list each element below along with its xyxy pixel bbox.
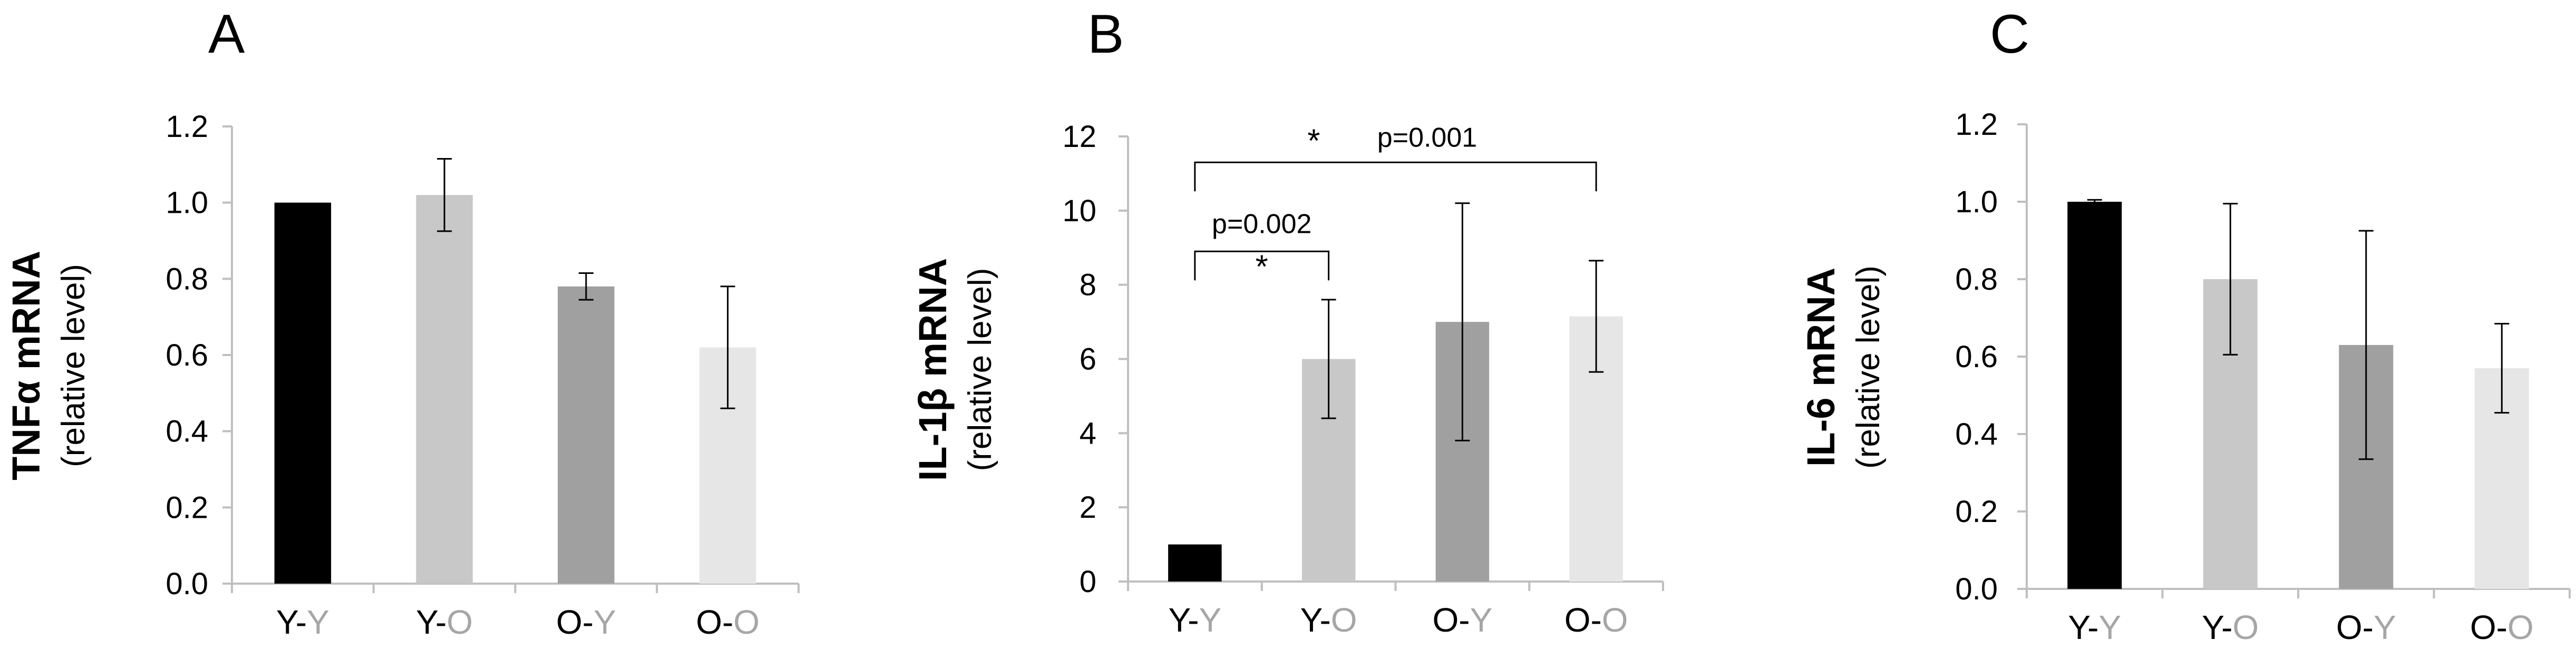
- y-tick-label: 0.6: [166, 338, 208, 372]
- y-tick-label: 0: [1080, 565, 1096, 599]
- p-value-label: p=0.002: [1212, 209, 1311, 239]
- y-tick-label: 0.2: [166, 490, 208, 525]
- y-tick-label: 0.8: [1955, 262, 1998, 297]
- panel-label: C: [1990, 4, 2029, 65]
- y-axis-subtitle: (relative level): [55, 264, 92, 467]
- x-tick-label: O-O: [696, 603, 760, 641]
- y-tick-label: 6: [1080, 342, 1096, 377]
- significance-star: *: [1256, 249, 1268, 285]
- y-tick-label: 1.2: [166, 110, 208, 144]
- chart-panel-c: C IL-6 mRNA (relative level) 0.0 0.2 0.4 0.6 0.…: [1799, 4, 2571, 646]
- y-axis-subtitle: (relative level): [962, 268, 998, 471]
- panel-label: B: [1087, 4, 1124, 65]
- y-tick-label: 10: [1062, 194, 1096, 228]
- y-tick-label: 1.0: [166, 186, 208, 220]
- y-axis-subtitle: (relative level): [1850, 265, 1887, 469]
- significance-star: *: [1307, 123, 1320, 159]
- x-tick-label: Y-Y: [1168, 601, 1221, 639]
- y-tick-label: 12: [1062, 120, 1096, 154]
- panel-label: A: [208, 4, 245, 65]
- bar: [1168, 544, 1222, 582]
- y-tick-label: 0.8: [166, 262, 208, 296]
- y-tick-label: 0.0: [166, 567, 208, 601]
- x-tick-label: O-Y: [2336, 608, 2396, 646]
- x-tick-label: Y-O: [2202, 608, 2259, 646]
- y-tick-label: 4: [1080, 416, 1096, 450]
- chart-panel-b: B IL-1β mRNA (relative level) 0 2 4 6 8 10 12 Y-Y Y…: [911, 4, 1664, 639]
- x-tick-label: Y-Y: [2068, 608, 2121, 646]
- significance-bracket: [1194, 161, 1597, 192]
- x-tick-label: O-Y: [556, 603, 616, 641]
- y-tick-label: 0.2: [1955, 495, 1998, 529]
- bar: [274, 202, 332, 584]
- x-tick-label: O-O: [2470, 608, 2534, 646]
- y-tick-label: 1.0: [1955, 185, 1998, 219]
- x-tick-label: Y-O: [1300, 601, 1357, 639]
- y-axis-title: IL-1β mRNA: [911, 258, 955, 481]
- bar: [2067, 202, 2122, 589]
- p-value-label: p=0.001: [1377, 122, 1477, 153]
- y-axis-title: TNFα mRNA: [4, 251, 48, 480]
- y-tick-label: 0.4: [166, 415, 208, 449]
- y-tick-label: 1.2: [1955, 107, 1998, 142]
- y-tick-label: 0.4: [1955, 417, 1998, 451]
- bar: [558, 286, 615, 584]
- x-tick-label: Y-O: [416, 603, 473, 641]
- x-tick-label: Y-Y: [276, 603, 329, 641]
- significance-bracket: [1194, 250, 1330, 281]
- y-tick-label: 8: [1080, 268, 1096, 302]
- y-axis-title: IL-6 mRNA: [1799, 268, 1843, 467]
- x-tick-label: O-O: [1564, 601, 1628, 639]
- y-tick-label: 0.6: [1955, 340, 1998, 374]
- x-tick-label: O-Y: [1432, 601, 1492, 639]
- chart-panel-a: A TNFα mRNA (relative level) 0.0 0.2 0.4 0.6 0.…: [4, 4, 800, 641]
- y-tick-label: 2: [1080, 490, 1096, 525]
- y-tick-label: 0.0: [1955, 572, 1998, 606]
- bar: [416, 195, 473, 584]
